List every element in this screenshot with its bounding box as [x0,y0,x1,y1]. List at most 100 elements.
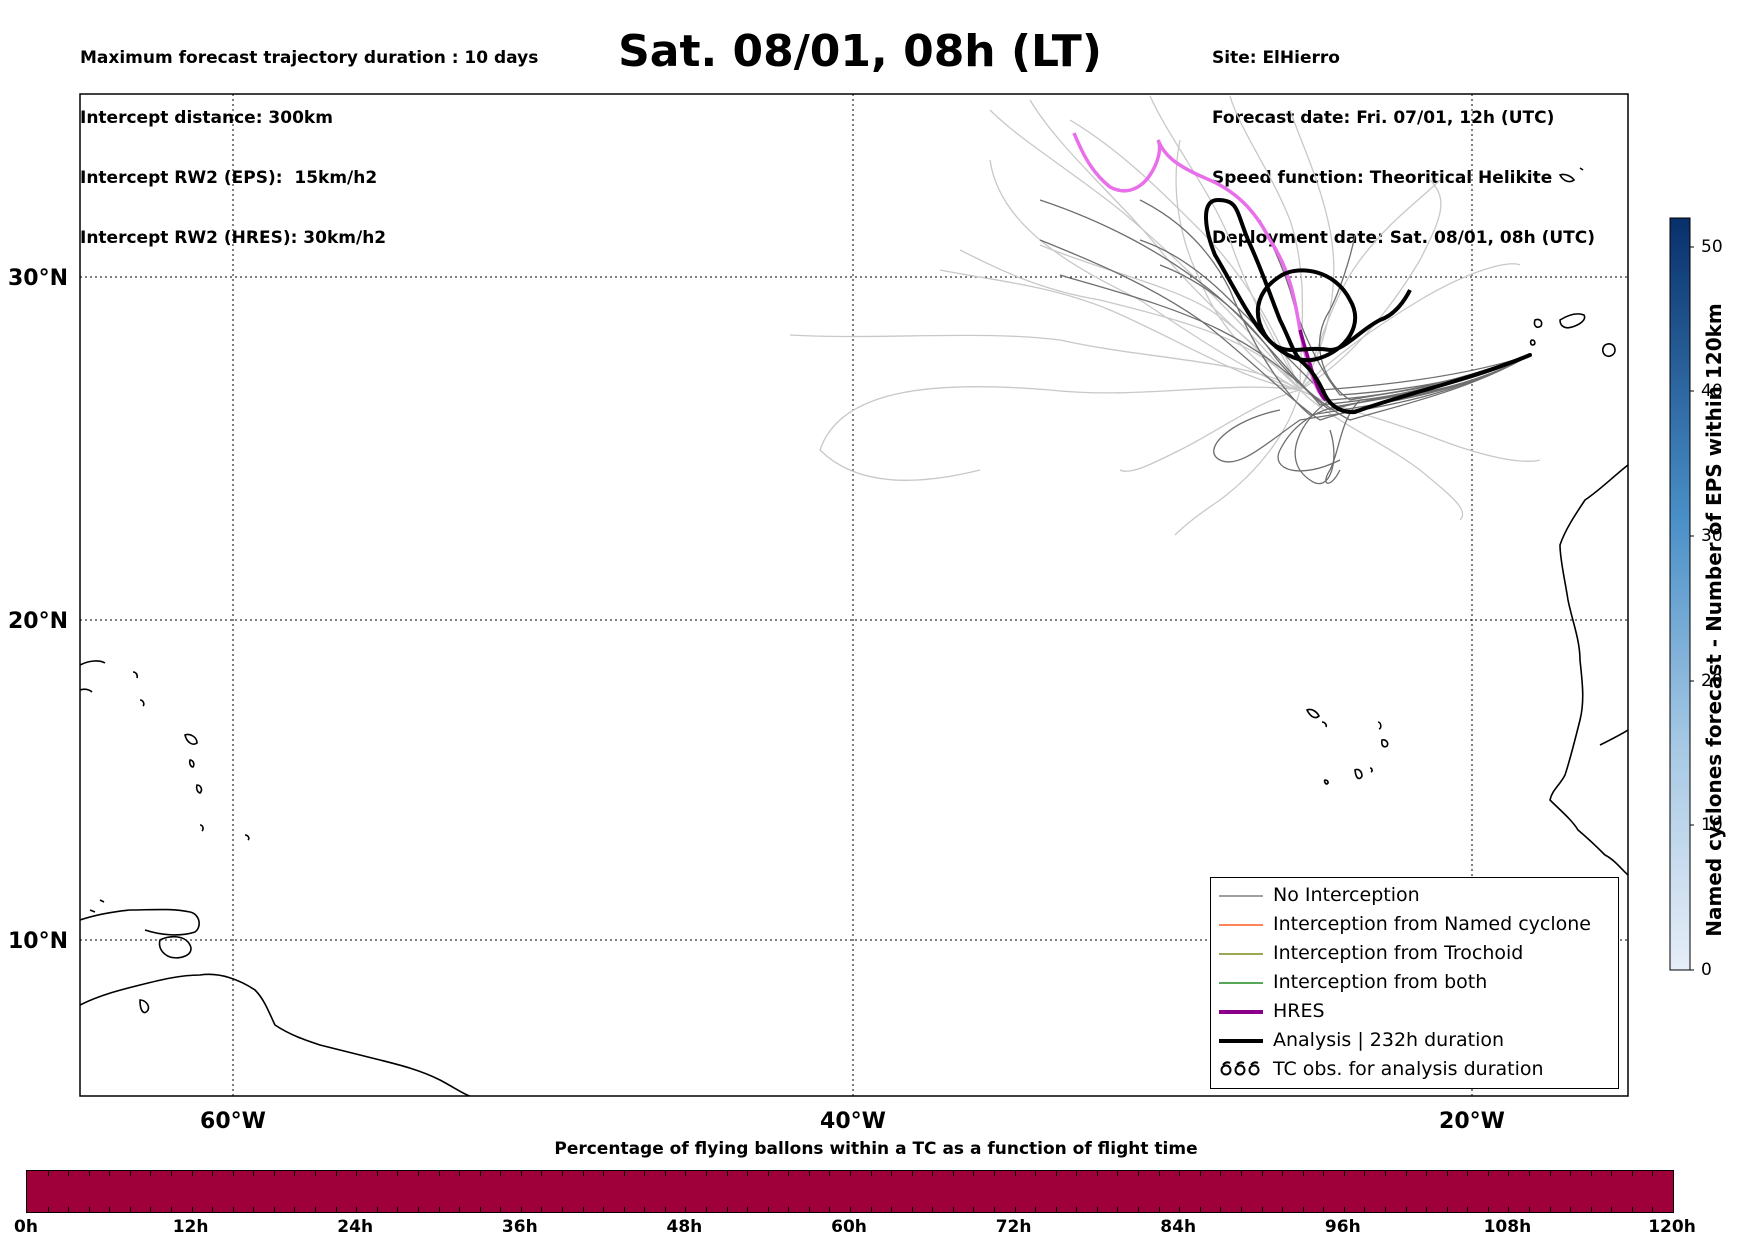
pct-bar-minor-tick [994,1207,996,1212]
pct-bar-minor-tick [88,1171,90,1176]
pct-bar-minor-tick [973,1171,975,1176]
pct-bar-minor-tick [747,1207,749,1212]
pct-bar-minor-tick [705,1171,707,1176]
pct-bar-minor-tick [1528,1171,1530,1176]
map-legend: No Interception Interception from Named … [1210,877,1619,1089]
pct-bar-minor-tick [191,1207,193,1212]
pct-bar-minor-tick [1282,1207,1284,1212]
legend-item-analysis: Analysis | 232h duration [1211,1027,1618,1053]
pct-bar-minor-tick [561,1171,563,1176]
hres-trajectory [1072,132,1328,402]
pct-bar-minor-tick [1631,1171,1633,1176]
pct-bar-minor-tick [459,1171,461,1176]
pct-bar-minor-tick [623,1171,625,1176]
pct-bar-minor-tick [1138,1207,1140,1212]
pct-bar-minor-tick [376,1207,378,1212]
pct-bar-minor-tick [438,1207,440,1212]
pct-bar-minor-tick [109,1171,111,1176]
speed-function-text: Speed function: Theoritical Helikite [1212,168,1553,188]
pct-bar-minor-tick [932,1207,934,1212]
pct-bar-minor-tick [1528,1207,1530,1212]
pct-bar-minor-tick [273,1171,275,1176]
pct-bar-minor-tick [1446,1207,1448,1212]
pct-bar-minor-tick [417,1207,419,1212]
pct-bar-minor-tick [1220,1207,1222,1212]
pct-bar-minor-tick [911,1207,913,1212]
legend-item-hres: HRES [1211,998,1618,1024]
cyclone-colorbar [1669,217,1691,971]
pct-bar-minor-tick [1302,1207,1304,1212]
forecast-date-text: Forecast date: Fri. 07/01, 12h (UTC) [1212,108,1555,128]
pct-bar-minor-tick [273,1207,275,1212]
pct-bar-minor-tick [1014,1171,1016,1176]
pct-bar-minor-tick [171,1207,173,1212]
colorbar-tick-20: 20 [1701,671,1723,691]
pct-bar-minor-tick [1631,1207,1633,1212]
lat-label-20n: 20°N [8,609,68,634]
pct-tick-36h: 36h [501,1217,538,1237]
pct-bar-minor-tick [1323,1171,1325,1176]
pct-bar-minor-tick [1220,1171,1222,1176]
legend-item-trochoid: Interception from Trochoid [1211,940,1618,966]
pct-bar-minor-tick [952,1171,954,1176]
pct-bar-minor-tick [47,1207,49,1212]
map-frame [79,93,1629,1097]
pct-bar-minor-tick [1076,1207,1078,1212]
percentage-bar-title: Percentage of flying ballons within a TC… [554,1139,1198,1159]
pct-bar-minor-tick [1508,1207,1510,1212]
pct-bar-minor-tick [479,1171,481,1176]
pct-bar-minor-tick [397,1207,399,1212]
pct-bar-minor-tick [47,1171,49,1176]
legend-label: Interception from Trochoid [1273,942,1524,964]
pct-bar-minor-tick [1487,1171,1489,1176]
pct-bar-minor-tick [356,1171,358,1176]
ensemble-dark-trajectories [1039,199,1531,485]
pct-bar-minor-tick [129,1207,131,1212]
pct-bar-minor-tick [520,1207,522,1212]
pct-bar-minor-tick [1384,1207,1386,1212]
legend-item-named-cyclone: Interception from Named cyclone [1211,911,1618,937]
pct-bar-minor-tick [767,1171,769,1176]
pct-bar-minor-tick [1590,1207,1592,1212]
pct-bar-minor-tick [1138,1171,1140,1176]
pct-bar-minor-tick [212,1171,214,1176]
colorbar-tick-marks [1690,246,1694,971]
pct-bar-minor-tick [1055,1207,1057,1212]
pct-bar-minor-tick [911,1171,913,1176]
pct-bar-minor-tick [1158,1207,1160,1212]
pct-bar-minor-tick [644,1207,646,1212]
pct-bar-minor-tick [150,1171,152,1176]
legend-label: HRES [1273,1000,1325,1022]
colorbar-tick-50: 50 [1701,237,1723,257]
pct-tick-84h: 84h [1160,1217,1197,1237]
pct-bar-minor-tick [1590,1171,1592,1176]
pct-bar-minor-tick [68,1171,70,1176]
percentage-bar [26,1170,1674,1213]
pct-bar-minor-tick [767,1207,769,1212]
legend-item-tc-obs: TC obs. for analysis duration [1211,1056,1618,1082]
legend-line-orange [1219,924,1263,926]
max-duration-text: Maximum forecast trajectory duration : 1… [80,48,539,68]
pct-bar-minor-tick [1117,1207,1119,1212]
pct-bar-minor-tick [253,1171,255,1176]
pct-bar-minor-tick [1199,1171,1201,1176]
colorbar-tick-40: 40 [1701,381,1723,401]
pct-bar-minor-tick [479,1207,481,1212]
site-marker [1528,353,1532,357]
pct-bar-minor-tick [850,1171,851,1176]
pct-bar-minor-tick [1384,1171,1386,1176]
pct-bar-minor-tick [129,1171,131,1176]
pct-bar-minor-tick [335,1171,337,1176]
pct-bar-minor-tick [1487,1207,1489,1212]
colorbar-tick-10: 10 [1701,815,1723,835]
legend-item-no-interception: No Interception [1211,882,1618,908]
pct-tick-48h: 48h [666,1217,703,1237]
pct-bar-minor-tick [356,1207,358,1212]
colorbar-tick-0: 0 [1701,960,1712,980]
pct-bar-minor-tick [376,1171,378,1176]
pct-bar-minor-tick [1652,1171,1654,1176]
pct-bar-minor-tick [1549,1171,1551,1176]
pct-bar-minor-tick [315,1171,317,1176]
pct-bar-minor-tick [397,1171,399,1176]
